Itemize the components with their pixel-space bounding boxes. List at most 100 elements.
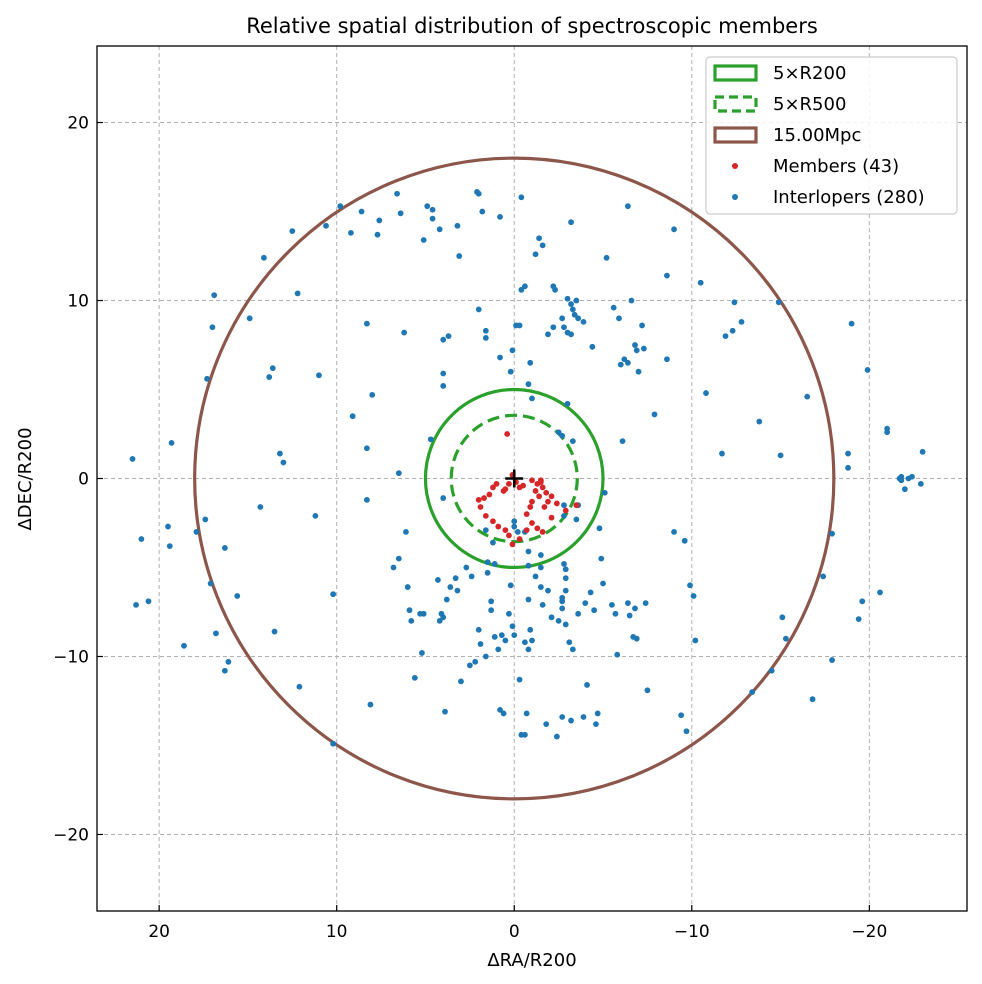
interloper-point [804,393,811,400]
interloper-point [221,667,228,674]
interloper-point [555,617,562,624]
interloper-point [403,528,409,535]
interloper-point [436,617,443,624]
interloper-point [436,226,443,233]
interloper-point [644,687,651,694]
member-point [537,477,544,484]
interloper-point [561,512,567,519]
interloper-point [475,626,482,633]
interloper-point [316,372,322,379]
interloper-point [603,254,610,261]
interloper-point [642,600,649,606]
interloper-point [521,639,528,646]
interloper-point [545,331,551,338]
member-point [541,504,548,510]
interloper-point [562,621,569,628]
interloper-point [429,206,436,213]
interloper-point [521,283,528,290]
interloper-point [408,617,415,624]
interloper-point [475,190,482,197]
interloper-point [447,584,454,590]
interloper-point [569,646,576,653]
interloper-point [564,400,571,407]
interloper-point [138,536,145,542]
circle-5-r200 [423,387,605,570]
interloper-point [596,525,603,532]
legend: 5×R200 5×R500 15.00Mpc Members (43) Interlop… [705,56,958,215]
interloper-point [901,486,908,493]
center-marker [505,469,524,488]
member-point [543,489,550,496]
interloper-point [525,562,532,569]
interloper-point [452,575,459,582]
legend-marker [732,163,738,169]
interloper-point [582,600,589,606]
member-point [545,498,551,505]
interloper-point [406,607,413,614]
interloper-point [479,208,486,215]
interloper-point [580,714,587,720]
y-axis-ticks: 20 10 0 −10 −20 [53,114,103,845]
interloper-point [809,696,816,703]
interloper-point [536,235,543,242]
interloper-point [777,452,784,459]
interloper-point [511,523,518,530]
interloper-point [624,203,631,210]
interloper-point [529,637,535,644]
interloper-point [525,548,532,555]
interloper-point [484,559,491,566]
interloper-point [434,577,441,583]
member-point [490,484,496,491]
interloper-point [363,320,370,327]
interloper-point [221,545,228,551]
interloper-point [514,528,521,535]
interloper-point [376,217,383,224]
interloper-point [509,347,516,354]
interloper-point [548,614,555,621]
interloper-point [204,375,210,382]
member-point [532,488,539,494]
interloper-point [756,418,763,425]
member-point [529,498,535,505]
interloper-point [518,194,525,201]
interloper-point [919,448,926,455]
interloper-point [859,598,866,605]
member-point [536,493,543,500]
interloper-point [568,331,574,338]
interloper-point [207,580,214,587]
interloper-point [598,555,605,562]
interloper-point [617,361,624,368]
interloper-point [289,228,296,235]
interloper-point [466,662,473,669]
interloper-point [568,219,574,226]
interloper-point [529,395,535,402]
member-point [477,504,484,510]
interloper-point [621,356,628,363]
interloper-point [681,537,688,544]
interloper-point [420,610,427,617]
member-point [548,514,555,521]
interloper-point [411,674,418,681]
interloper-point [610,304,617,311]
interloper-point [917,480,924,487]
interloper-point [639,322,645,329]
interloper-point [129,456,136,462]
interloper-point [877,589,883,596]
interloper-point [779,614,786,621]
interloper-point [614,651,621,658]
interloper-point [593,721,599,728]
interloper-point [497,354,503,361]
interloper-point [523,710,530,717]
member-point [490,518,496,525]
member-point [516,536,523,542]
member-point [493,480,500,487]
interloper-point [419,650,425,656]
interloper-point [539,601,546,608]
interloper-point [363,496,370,503]
legend-box [705,56,958,215]
interloper-point [575,610,582,617]
interloper-point [525,381,532,388]
interloper-point [573,297,580,304]
interloper-point [463,564,470,571]
interloper-point [559,315,566,322]
